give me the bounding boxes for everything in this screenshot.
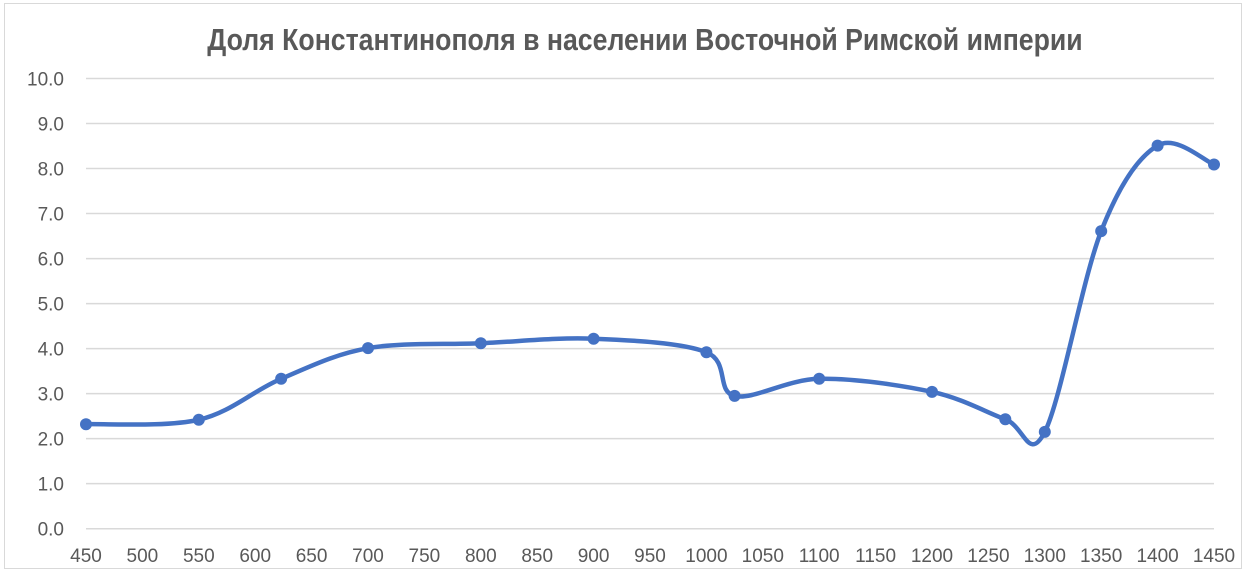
x-tick-label: 1450 [1193,546,1235,567]
x-tick-label: 900 [578,546,610,567]
y-tick-label: 8.0 [38,160,64,181]
chart-area [4,3,1242,569]
data-point [474,337,487,350]
data-point [1151,139,1164,152]
x-tick-label: 450 [70,546,102,567]
x-tick-label: 600 [239,546,271,567]
x-tick-label: 1000 [685,546,727,567]
data-point [275,372,288,385]
y-tick-label: 4.0 [38,340,64,361]
x-tick-label: 1100 [799,546,840,567]
y-tick-label: 10.0 [27,70,64,91]
y-tick-label: 0.0 [38,520,64,541]
y-tick-label: 9.0 [38,115,64,136]
x-tick-label: 1250 [967,546,1009,567]
data-point [700,346,713,359]
y-tick-label: 1.0 [38,475,64,496]
data-point [1095,225,1108,238]
x-tick-label: 700 [352,546,384,567]
y-tick-label: 3.0 [38,385,64,406]
x-tick-label: 1150 [855,546,896,567]
data-point [192,413,205,426]
x-tick-label: 850 [521,546,553,567]
data-point [999,413,1012,426]
data-point [362,342,374,355]
x-tick-label: 950 [634,546,666,567]
x-tick-label: 650 [296,546,328,567]
x-tick-label: 1300 [1024,546,1066,567]
x-tick-label: 500 [127,546,159,567]
data-point [1038,425,1051,438]
data-point [926,385,938,398]
x-tick-label: 1050 [742,546,784,567]
data-point [587,332,600,345]
y-tick-label: 6.0 [38,250,64,271]
y-tick-label: 5.0 [38,295,64,316]
x-tick-label: 550 [183,546,215,567]
data-point [813,372,826,385]
series-line [83,140,1217,447]
x-tick-label: 1350 [1080,546,1122,567]
y-tick-label: 7.0 [38,205,64,226]
x-tick-label: 750 [409,546,441,567]
x-tick-label: 800 [465,546,497,567]
x-tick-label: 1400 [1136,546,1178,567]
chart-title: Доля Константинополя в населении Восточн… [207,22,1083,57]
data-point [80,418,92,431]
y-tick-label: 2.0 [38,430,64,451]
data-point [728,389,741,402]
data-point [1208,158,1220,171]
x-tick-label: 1200 [911,546,953,567]
